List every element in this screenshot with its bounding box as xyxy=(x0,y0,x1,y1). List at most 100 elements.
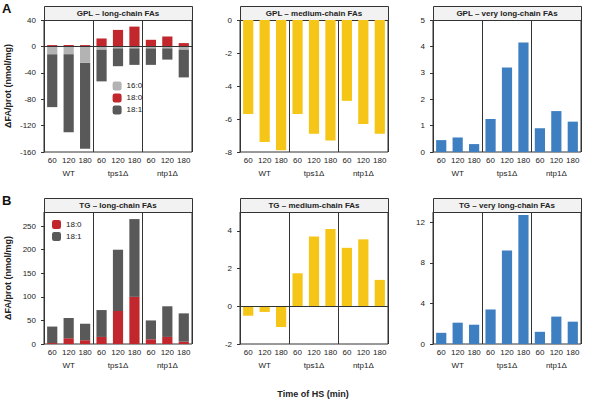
svg-text:120: 120 xyxy=(161,348,175,357)
svg-text:tps1Δ: tps1Δ xyxy=(304,169,325,178)
svg-text:180: 180 xyxy=(78,156,92,165)
svg-text:WT: WT xyxy=(258,169,271,178)
svg-text:180: 180 xyxy=(467,348,481,357)
svg-text:60: 60 xyxy=(146,348,155,357)
svg-text:120: 120 xyxy=(500,156,514,165)
svg-text:120: 120 xyxy=(307,156,321,165)
svg-text:3: 3 xyxy=(421,68,426,77)
svg-text:60: 60 xyxy=(293,156,302,165)
svg-text:GPL – long-chain FAs: GPL – long-chain FAs xyxy=(77,9,160,18)
svg-text:180: 180 xyxy=(566,348,580,357)
svg-text:0: 0 xyxy=(228,302,233,311)
svg-text:50: 50 xyxy=(27,316,36,325)
svg-text:60: 60 xyxy=(342,348,351,357)
svg-text:40: 40 xyxy=(27,16,36,25)
svg-text:WT: WT xyxy=(62,361,75,370)
svg-text:250: 250 xyxy=(23,222,37,231)
svg-text:120: 120 xyxy=(550,156,564,165)
svg-text:60: 60 xyxy=(293,348,302,357)
svg-text:ΔFA/prot (nmol/mg): ΔFA/prot (nmol/mg) xyxy=(3,44,13,128)
svg-text:18:1: 18:1 xyxy=(66,232,82,241)
svg-text:60: 60 xyxy=(535,348,544,357)
svg-text:120: 120 xyxy=(357,348,371,357)
svg-text:8: 8 xyxy=(421,258,426,267)
svg-text:150: 150 xyxy=(23,269,37,278)
svg-text:60: 60 xyxy=(486,348,495,357)
svg-text:0: 0 xyxy=(421,340,426,349)
svg-text:0: 0 xyxy=(421,148,426,157)
svg-text:180: 180 xyxy=(566,156,580,165)
svg-text:-4: -4 xyxy=(225,82,233,91)
svg-text:WT: WT xyxy=(451,361,464,370)
svg-text:120: 120 xyxy=(111,348,125,357)
svg-text:tps1Δ: tps1Δ xyxy=(497,169,518,178)
svg-text:120: 120 xyxy=(258,156,272,165)
svg-text:120: 120 xyxy=(62,348,76,357)
svg-text:120: 120 xyxy=(111,156,125,165)
svg-text:-6: -6 xyxy=(225,115,233,124)
svg-text:16:0: 16:0 xyxy=(127,81,143,90)
svg-text:0: 0 xyxy=(32,340,37,349)
svg-text:tps1Δ: tps1Δ xyxy=(497,361,518,370)
svg-text:WT: WT xyxy=(258,361,271,370)
svg-text:60: 60 xyxy=(437,348,446,357)
svg-text:B: B xyxy=(2,193,11,208)
svg-text:60: 60 xyxy=(244,348,253,357)
svg-text:60: 60 xyxy=(97,348,106,357)
svg-text:120: 120 xyxy=(357,156,371,165)
svg-text:-80: -80 xyxy=(24,95,36,104)
svg-text:ntp1Δ: ntp1Δ xyxy=(353,361,375,370)
svg-text:120: 120 xyxy=(550,348,564,357)
svg-text:120: 120 xyxy=(451,348,465,357)
svg-text:TG – very long-chain FAs: TG – very long-chain FAs xyxy=(459,201,556,210)
svg-text:120: 120 xyxy=(500,348,514,357)
svg-text:5: 5 xyxy=(421,16,426,25)
svg-text:120: 120 xyxy=(161,156,175,165)
svg-text:4: 4 xyxy=(228,226,233,235)
svg-text:4: 4 xyxy=(421,299,426,308)
svg-text:120: 120 xyxy=(258,348,272,357)
svg-text:180: 180 xyxy=(128,156,142,165)
svg-text:tps1Δ: tps1Δ xyxy=(108,169,129,178)
svg-text:4: 4 xyxy=(421,42,426,51)
svg-text:-40: -40 xyxy=(24,68,36,77)
svg-text:180: 180 xyxy=(324,348,338,357)
svg-text:0: 0 xyxy=(228,16,233,25)
svg-text:200: 200 xyxy=(23,245,37,254)
svg-text:180: 180 xyxy=(78,348,92,357)
svg-text:2: 2 xyxy=(228,264,233,273)
svg-text:ntp1Δ: ntp1Δ xyxy=(546,361,568,370)
svg-text:tps1Δ: tps1Δ xyxy=(304,361,325,370)
svg-text:-2: -2 xyxy=(225,49,233,58)
svg-text:180: 180 xyxy=(373,348,387,357)
svg-text:180: 180 xyxy=(373,156,387,165)
svg-text:18:1: 18:1 xyxy=(127,105,143,114)
svg-text:0: 0 xyxy=(32,42,37,51)
svg-text:12: 12 xyxy=(416,218,425,227)
svg-text:60: 60 xyxy=(97,156,106,165)
svg-text:ntp1Δ: ntp1Δ xyxy=(157,361,179,370)
svg-text:60: 60 xyxy=(437,156,446,165)
svg-text:GPL – very long-chain FAs: GPL – very long-chain FAs xyxy=(456,9,558,18)
svg-text:-2: -2 xyxy=(225,340,233,349)
svg-text:-160: -160 xyxy=(20,148,37,157)
svg-text:60: 60 xyxy=(48,348,57,357)
svg-text:180: 180 xyxy=(274,156,288,165)
svg-text:ntp1Δ: ntp1Δ xyxy=(353,169,375,178)
svg-text:ntp1Δ: ntp1Δ xyxy=(157,169,179,178)
svg-text:WT: WT xyxy=(62,169,75,178)
svg-text:A: A xyxy=(2,1,12,16)
svg-text:180: 180 xyxy=(177,156,191,165)
svg-text:18:0: 18:0 xyxy=(127,93,143,102)
svg-text:120: 120 xyxy=(451,156,465,165)
svg-text:60: 60 xyxy=(146,156,155,165)
svg-text:GPL – medium-chain FAs: GPL – medium-chain FAs xyxy=(266,9,363,18)
svg-text:18:0: 18:0 xyxy=(66,220,82,229)
svg-text:-120: -120 xyxy=(20,121,37,130)
svg-text:TG – medium-chain FAs: TG – medium-chain FAs xyxy=(268,201,360,210)
svg-text:180: 180 xyxy=(177,348,191,357)
svg-text:120: 120 xyxy=(307,348,321,357)
svg-text:180: 180 xyxy=(274,348,288,357)
svg-text:180: 180 xyxy=(128,348,142,357)
svg-text:60: 60 xyxy=(535,156,544,165)
